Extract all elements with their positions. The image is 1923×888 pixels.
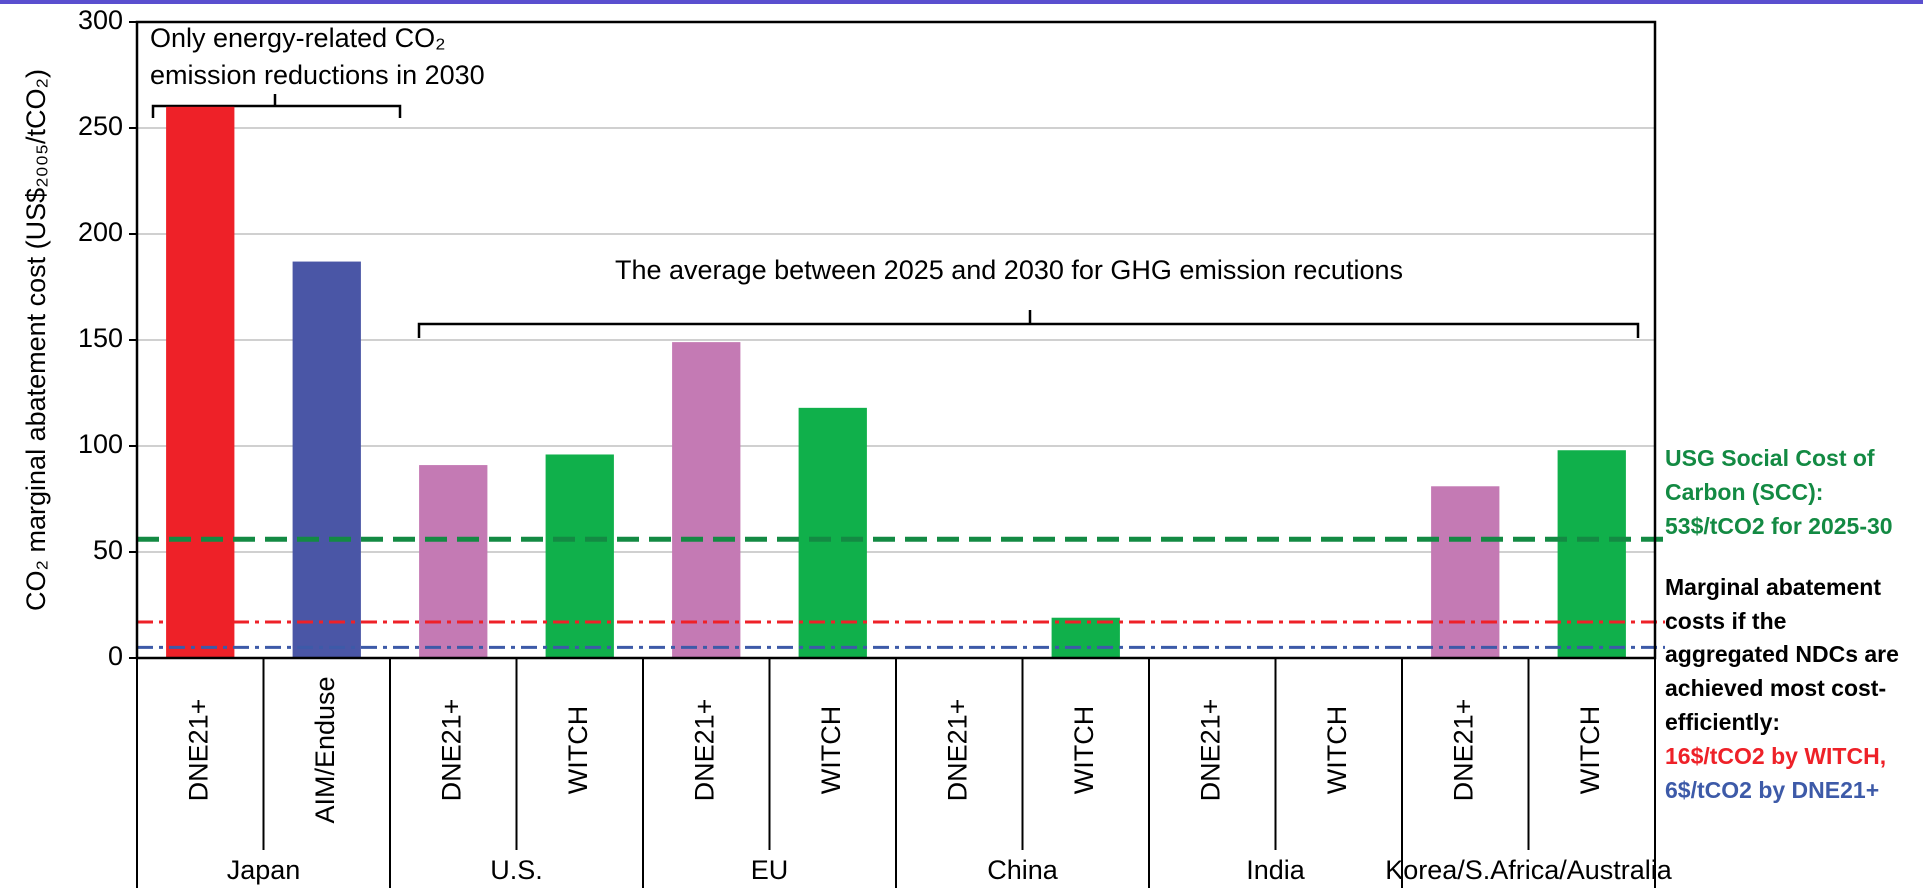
group-label: Japan — [227, 855, 301, 885]
y-tick-label: 50 — [93, 535, 123, 565]
annotation: Carbon (SCC): — [1665, 479, 1823, 505]
bar — [166, 106, 235, 659]
annotation: 6$/tCO2 by DNE21+ — [1665, 777, 1879, 803]
bar — [545, 454, 614, 658]
bar — [1431, 486, 1500, 658]
annotation: aggregated NDCs are — [1665, 641, 1899, 667]
group-label: U.S. — [490, 855, 543, 885]
x-tick-label: WITCH — [563, 706, 593, 794]
bar — [419, 465, 488, 658]
y-tick-label: 100 — [78, 429, 123, 459]
y-tick-label: 0 — [108, 641, 123, 671]
x-tick-label: DNE21+ — [1195, 699, 1225, 802]
y-axis-label: CO₂ marginal abatement cost (US$₂₀₀₅/tCO… — [21, 69, 51, 611]
y-tick-label: 250 — [78, 111, 123, 141]
annotation: emission reductions in 2030 — [150, 60, 485, 90]
y-tick-label: 200 — [78, 217, 123, 247]
bracket — [151, 94, 402, 118]
x-tick-label: DNE21+ — [942, 699, 972, 802]
y-tick-label: 300 — [78, 5, 123, 35]
annotation: Marginal abatement — [1665, 574, 1881, 600]
x-tick-label: WITCH — [1575, 706, 1605, 794]
annotation: efficiently: — [1665, 709, 1780, 735]
top-bar — [0, 0, 1923, 4]
annotation: achieved most cost- — [1665, 675, 1886, 701]
group-label: China — [987, 855, 1059, 885]
annotation: Only energy-related CO₂ — [150, 23, 446, 53]
bar — [1557, 450, 1626, 658]
annotation: 16$/tCO2 by WITCH, — [1665, 743, 1886, 769]
x-tick-label: DNE21+ — [183, 699, 213, 802]
bar — [292, 261, 361, 658]
group-label: EU — [751, 855, 789, 885]
x-tick-label: DNE21+ — [689, 699, 719, 802]
group-label: Korea/S.Africa/Australia — [1385, 855, 1673, 885]
group-label: India — [1246, 855, 1306, 885]
plot-frame — [135, 20, 1657, 660]
annotation: costs if the — [1665, 608, 1786, 634]
bar — [1051, 617, 1120, 658]
annotation: 53$/tCO2 for 2025-30 — [1665, 513, 1893, 539]
x-tick-label: AIM/Enduse — [310, 676, 340, 823]
bar — [672, 342, 741, 658]
x-tick-label: DNE21+ — [1448, 699, 1478, 802]
x-tick-label: WITCH — [816, 706, 846, 794]
x-tick-label: WITCH — [1322, 706, 1352, 794]
bar — [798, 407, 867, 658]
annotation: The average between 2025 and 2030 for GH… — [615, 255, 1403, 285]
bracket — [417, 310, 1640, 338]
y-tick-label: 150 — [78, 323, 123, 353]
annotation: USG Social Cost of — [1665, 445, 1875, 471]
x-tick-label: DNE21+ — [436, 699, 466, 802]
x-tick-label: WITCH — [1069, 706, 1099, 794]
